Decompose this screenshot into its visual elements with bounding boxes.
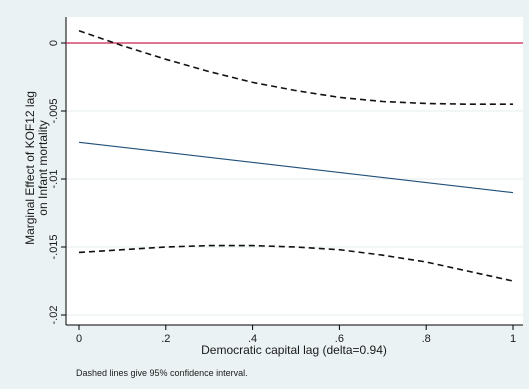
x-tick-label-0: 0 [76,333,82,345]
chart-note: Dashed lines give 95% confidence interva… [76,368,248,378]
upper-ci-line [78,30,513,105]
y-tick-label-2: -.01 [48,170,60,189]
y-tick-label-3: -.015 [48,234,60,259]
y-axis-title-line-2: on Infant mortality [36,120,50,215]
x-tick-label-1: .2 [161,333,170,345]
x-tick-label-2: .4 [248,333,257,345]
axes [65,17,523,326]
plot-background [66,17,523,325]
y-tick-label-1: -.005 [48,98,60,123]
marginal-effect-line [78,141,514,194]
y-tick-label-4: -.02 [48,306,60,325]
x-axis-title: Democratic capital lag (delta=0.94) [201,343,387,357]
series [66,30,523,282]
x-tick-label-4: .8 [422,333,431,345]
lower-ci-line [78,244,514,282]
ticks: 0 -.005 -.01 -.015 -.02 0 .2 .4 .6 .8 1 [48,40,516,345]
x-tick-label-3: .6 [335,333,344,345]
y-tick-label-0: 0 [48,40,60,46]
x-tick-label-5: 1 [510,333,516,345]
y-axis-title-line-1: Marginal Effect of KOF12 lag [23,91,37,245]
